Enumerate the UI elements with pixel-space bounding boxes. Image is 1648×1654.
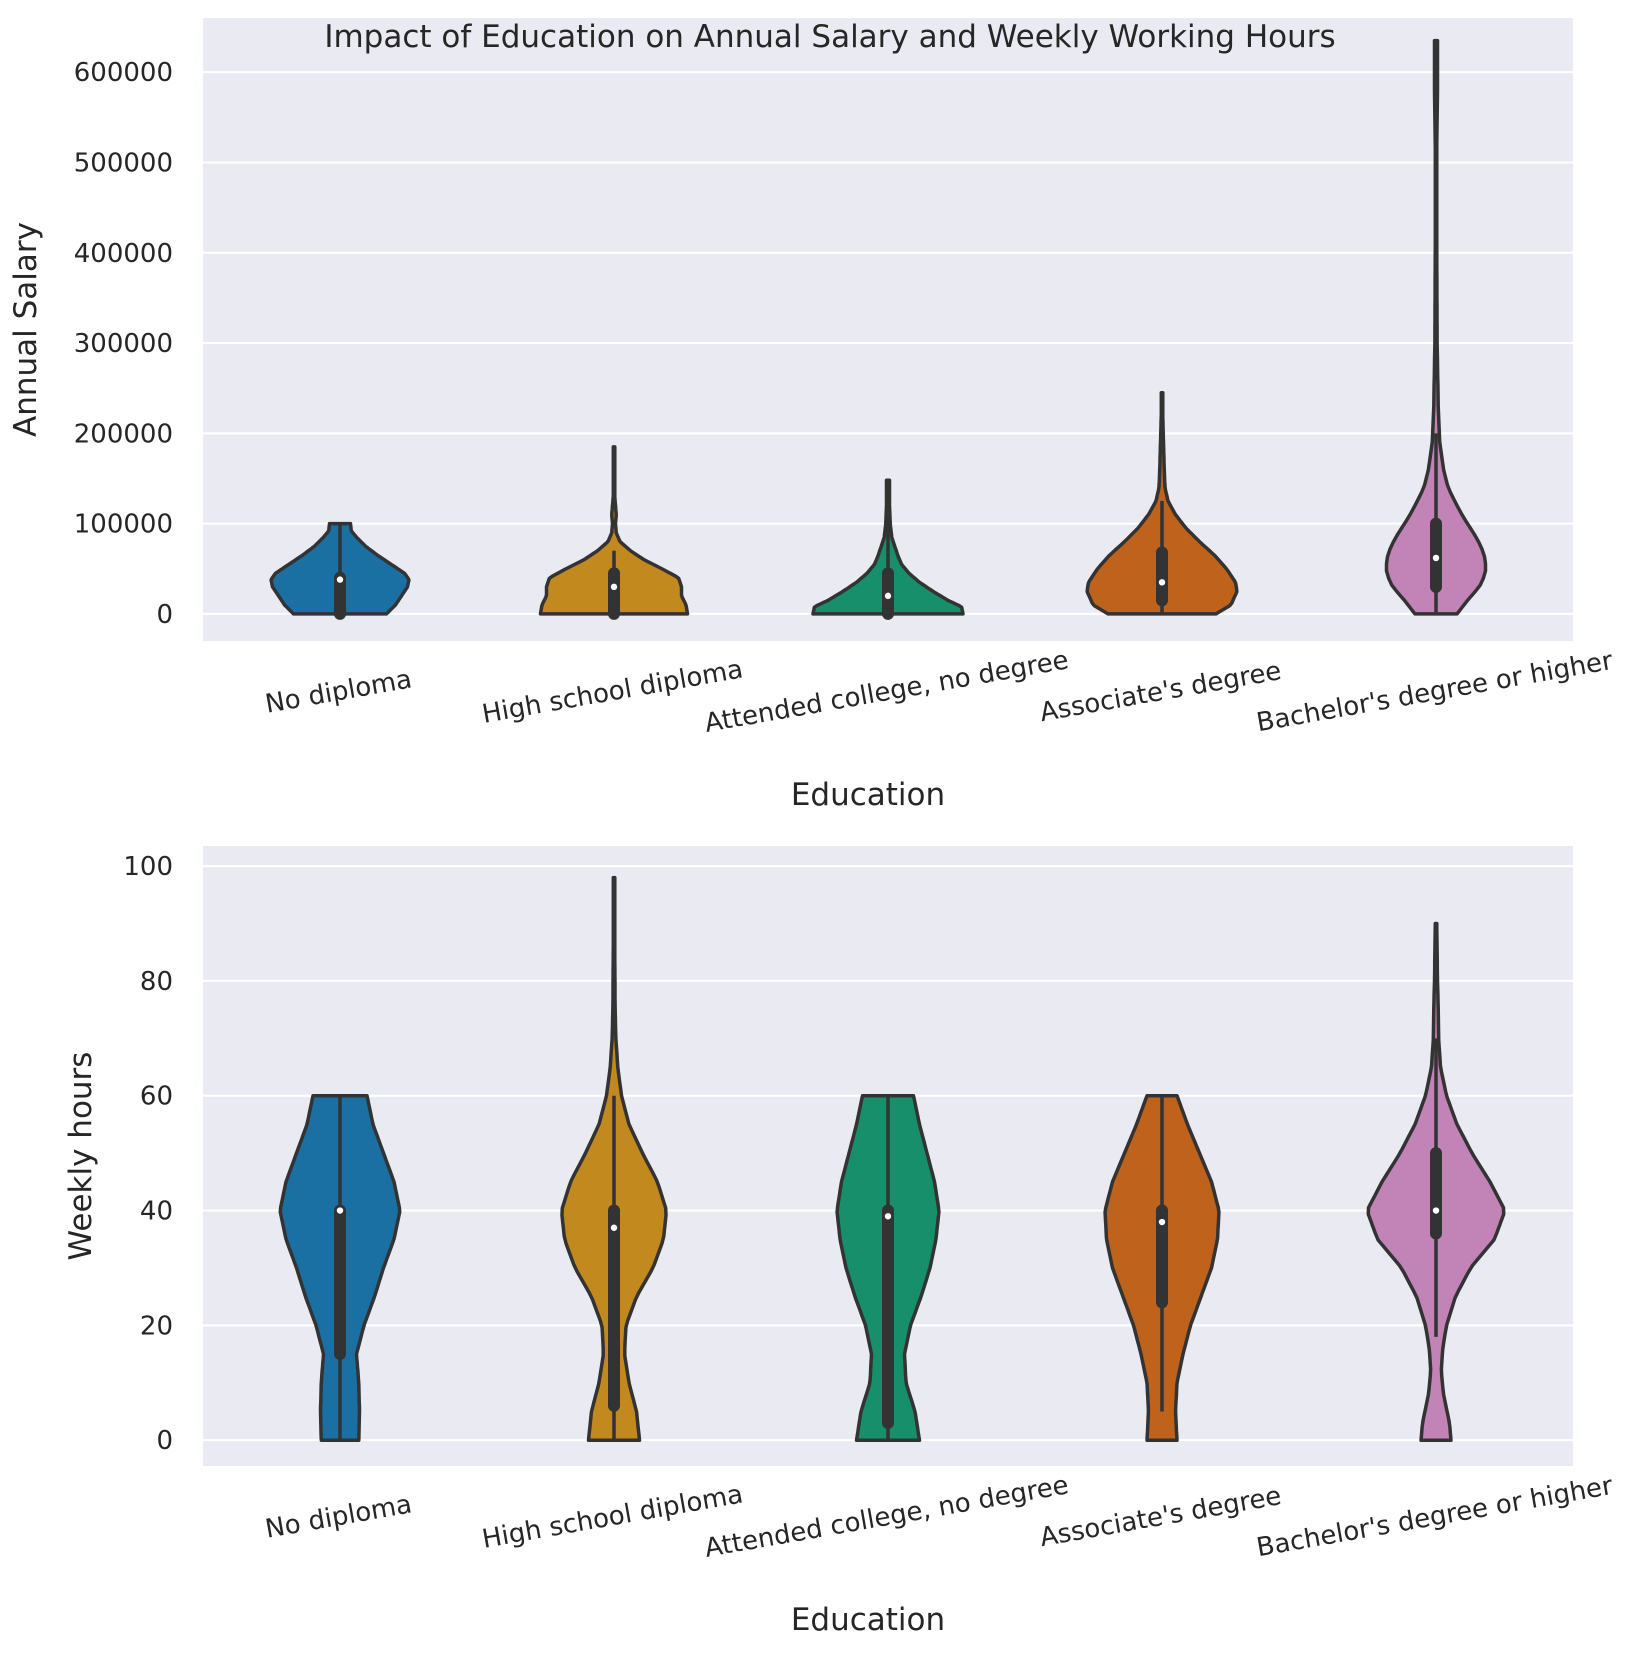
y-tick-label: 20 [140, 1311, 173, 1341]
y-tick-label: 100000 [74, 510, 173, 540]
y-tick-label: 600000 [74, 58, 173, 88]
y-tick-label: 0 [156, 600, 173, 630]
violin-body [1384, 38, 1488, 616]
x-tick-label: Bachelor's degree or higher [1254, 646, 1615, 738]
y-tick-label: 200000 [74, 419, 173, 449]
x-tick-label: Bachelor's degree or higher [1254, 1471, 1615, 1563]
y-tick-label: 80 [140, 967, 173, 997]
y-axis-title: Weekly hours [63, 1052, 99, 1261]
salary-violin-chart: 0 100000 200000 300000 400000 500000 600000 No … [8, 18, 1615, 813]
y-tick-label: 100 [123, 852, 173, 882]
x-tick-label: Associate's degree [1038, 1481, 1284, 1553]
x-axis-title: Education [791, 1602, 945, 1638]
violin-median-marker [1432, 554, 1440, 562]
violin-median-marker [884, 1213, 892, 1220]
y-tick-label: 300000 [74, 329, 173, 359]
violin-median-marker [1158, 579, 1166, 586]
y-tick-label: 500000 [74, 148, 173, 178]
violin-median-marker [610, 583, 618, 591]
y-tick-label: 0 [156, 1426, 173, 1456]
y-tick-label: 60 [140, 1082, 173, 1112]
x-tick-label: Associate's degree [1038, 656, 1284, 728]
violin-median-marker [1432, 1207, 1440, 1214]
y-axis-title: Annual Salary [8, 222, 44, 437]
x-axis-title: Education [791, 777, 945, 813]
violin-body [538, 445, 690, 616]
violin-median-marker [1158, 1218, 1166, 1226]
violin-median-marker [610, 1224, 618, 1231]
x-tick-label: Attended college, no degree [702, 1470, 1071, 1564]
x-tick-label: No diploma [263, 1489, 414, 1544]
violin-median-marker [884, 592, 892, 600]
x-tick-label: Attended college, no degree [702, 645, 1071, 739]
y-tick-label: 40 [140, 1197, 173, 1227]
violin-median-marker [336, 1207, 344, 1214]
y-tick-label: 400000 [74, 239, 173, 269]
figure-title: Impact of Education on Annual Salary and… [324, 19, 1335, 55]
violin-median-marker [336, 576, 344, 583]
x-tick-label: No diploma [263, 664, 414, 719]
